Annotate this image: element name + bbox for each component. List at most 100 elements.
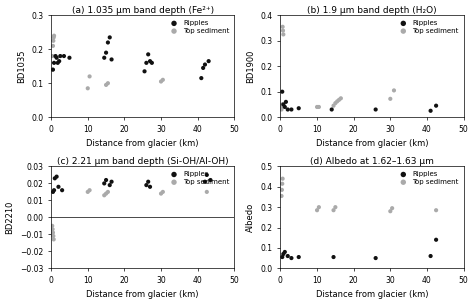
Top sediment [279,24,286,29]
Title: (b) 1.9 μm band depth (H₂O): (b) 1.9 μm band depth (H₂O) [307,5,437,15]
Ripples [145,179,152,184]
Ripples [427,253,434,258]
Legend: Ripples, Top sediment: Ripples, Top sediment [166,170,231,186]
Top sediment [84,189,91,194]
Ripples [280,252,287,257]
Top sediment [330,103,337,108]
Top sediment [157,79,165,84]
Top sediment [157,191,165,196]
Ripples [50,60,58,65]
Ripples [102,178,110,182]
Top sediment [279,28,287,33]
Top sediment [159,77,167,82]
Top sediment [386,96,394,101]
Top sediment [337,96,345,101]
Ripples [52,54,59,59]
X-axis label: Distance from glacier (km): Distance from glacier (km) [316,290,428,300]
Ripples [104,40,112,45]
Legend: Ripples, Top sediment: Ripples, Top sediment [166,19,231,35]
Top sediment [84,86,91,91]
Ripples [372,107,380,112]
Ripples [200,66,207,70]
Top sediment [49,38,57,43]
Ripples [278,255,286,260]
Ripples [282,99,290,104]
Top sediment [278,105,286,109]
Ripples [203,173,210,178]
Top sediment [278,194,285,199]
Ripples [328,107,336,112]
Ripples [330,255,337,260]
Top sediment [159,189,167,194]
Top sediment [335,97,343,102]
X-axis label: Distance from glacier (km): Distance from glacier (km) [316,139,428,148]
Ripples [432,237,440,242]
Ripples [281,105,289,109]
Top sediment [203,189,210,194]
Ripples [295,255,302,260]
Ripples [60,54,68,59]
Ripples [278,89,286,94]
Top sediment [48,67,56,72]
Top sediment [278,102,286,107]
Top sediment [333,99,341,104]
Ripples [201,62,209,67]
X-axis label: Distance from glacier (km): Distance from glacier (km) [86,139,199,148]
X-axis label: Distance from glacier (km): Distance from glacier (km) [86,290,199,300]
Ripples [106,35,114,40]
Ripples [51,176,59,181]
Top sediment [388,206,396,211]
Title: (d) Albedo at 1.62–1.63 μm: (d) Albedo at 1.62–1.63 μm [310,157,434,166]
Ripples [145,52,152,57]
Ripples [141,69,148,74]
Ripples [102,50,110,55]
Top sediment [102,82,110,87]
Ripples [108,57,115,62]
Top sediment [432,208,440,213]
Ripples [49,67,57,72]
Ripples [143,183,150,188]
Top sediment [102,191,110,196]
Ripples [198,76,205,81]
Top sediment [280,32,287,37]
Top sediment [49,234,57,239]
Top sediment [332,101,339,106]
Ripples [50,188,58,193]
Top sediment [49,230,57,235]
Ripples [143,60,150,65]
Ripples [284,253,292,258]
Top sediment [315,205,323,210]
Top sediment [104,81,112,86]
Top sediment [50,237,57,242]
Top sediment [86,74,93,79]
Top sediment [313,208,321,213]
Ripples [55,59,63,63]
Ripples [100,181,108,186]
Ripples [427,108,434,113]
Top sediment [50,35,57,40]
Y-axis label: Albedo: Albedo [246,203,255,232]
Top sediment [386,209,394,214]
Ripples [56,54,64,59]
Top sediment [50,33,58,38]
Ripples [288,107,295,112]
Top sediment [313,105,321,109]
Top sediment [278,181,286,186]
Top sediment [49,43,57,48]
Top sediment [49,227,56,232]
Top sediment [49,54,56,59]
Ripples [281,249,289,254]
Legend: Ripples, Top sediment: Ripples, Top sediment [395,170,460,186]
Ripples [207,178,214,182]
Top sediment [279,176,286,181]
Ripples [53,174,60,179]
Ripples [148,60,155,65]
Title: (a) 1.035 μm band depth (Fe²⁺): (a) 1.035 μm band depth (Fe²⁺) [72,5,214,15]
Top sediment [278,107,285,112]
Ripples [284,107,292,112]
Top sediment [48,223,56,228]
Ripples [106,183,114,188]
Ripples [288,256,295,260]
Ripples [432,103,440,108]
Ripples [146,184,154,189]
